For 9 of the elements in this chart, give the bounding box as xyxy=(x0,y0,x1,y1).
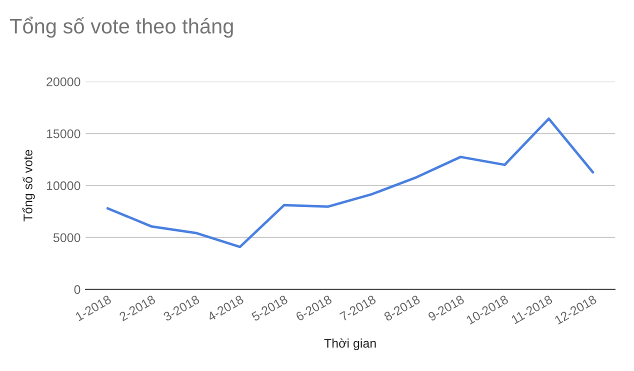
y-tick-label: 5000 xyxy=(53,233,80,242)
chart-title: Tổng số vote theo tháng xyxy=(10,16,233,38)
line-series xyxy=(106,117,594,248)
y-tick-label: 0 xyxy=(74,285,80,294)
y-tick-label: 20000 xyxy=(46,77,80,86)
y-tick-label: 15000 xyxy=(46,129,80,138)
y-axis-title: Tổng số vote xyxy=(22,150,35,222)
x-axis-title: Thời gian xyxy=(324,338,376,350)
y-tick-label: 10000 xyxy=(46,181,80,190)
